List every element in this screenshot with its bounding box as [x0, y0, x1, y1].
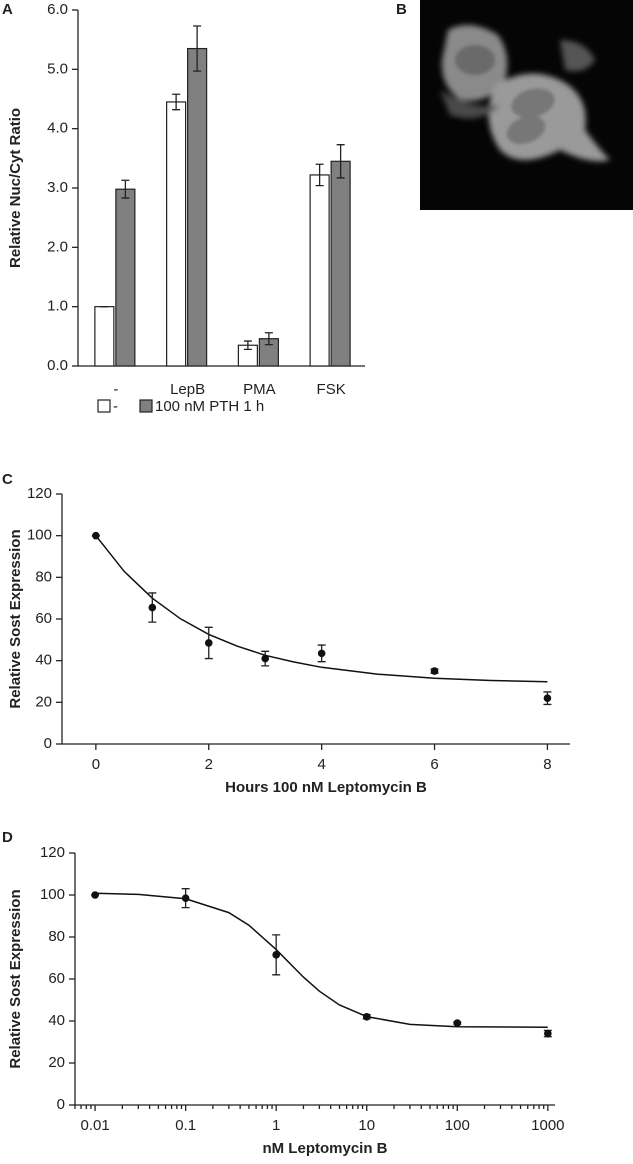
data-point — [148, 603, 157, 612]
error-bar — [121, 179, 130, 199]
x-tick-label: 0 — [92, 756, 100, 773]
error-bar — [172, 93, 181, 111]
y-tick-label: 80 — [35, 568, 52, 585]
y-tick-label: 40 — [35, 652, 52, 669]
data-point — [362, 1013, 371, 1021]
x-tick-label: - — [113, 381, 118, 398]
x-tick-label: FSK — [317, 381, 346, 398]
y-tick-label: 60 — [35, 610, 52, 627]
bar — [115, 188, 136, 367]
micrograph — [420, 0, 633, 210]
y-tick-label: 5.0 — [47, 60, 68, 77]
panel-label: C — [2, 471, 13, 488]
y-tick-label: 0.0 — [47, 357, 68, 374]
y-tick-label: 80 — [48, 928, 65, 945]
data-point — [317, 649, 326, 658]
y-axis-label: Relative Sost Expression — [7, 889, 24, 1068]
y-tick-label: 4.0 — [47, 120, 68, 137]
x-tick-label: 4 — [317, 756, 325, 773]
fit-curve — [95, 892, 548, 1029]
x-axis-label: nM Leptomycin B — [262, 1140, 387, 1157]
y-tick-label: 2.0 — [47, 238, 68, 255]
x-tick-label: 10 — [358, 1117, 375, 1134]
data-point — [543, 694, 552, 702]
y-tick-label: 120 — [40, 844, 65, 861]
error-bar — [193, 25, 202, 72]
data-point — [453, 1019, 462, 1027]
y-tick-label: 120 — [27, 485, 52, 502]
x-tick-label: 0.01 — [80, 1117, 109, 1134]
x-tick-label: 100 — [445, 1117, 470, 1134]
bar — [166, 101, 187, 367]
x-axis-label: Hours 100 nM Leptomycin B — [225, 779, 427, 796]
y-axis-label: Relative Nuc/Cyt Ratio — [7, 108, 24, 268]
legend-label: 100 nM PTH 1 h — [155, 398, 264, 415]
bar — [187, 47, 208, 367]
data-point — [92, 531, 100, 540]
x-tick-label: 8 — [543, 756, 551, 773]
y-tick-label: 6.0 — [47, 1, 68, 18]
y-tick-label: 60 — [48, 970, 65, 987]
y-tick-label: 20 — [35, 693, 52, 710]
y-tick-label: 100 — [40, 886, 65, 903]
data-point — [430, 667, 439, 675]
y-tick-label: 20 — [48, 1054, 65, 1071]
legend-label: - — [113, 398, 118, 415]
bar — [330, 160, 351, 367]
error-bar — [315, 163, 324, 187]
legend-swatch — [97, 399, 111, 413]
y-tick-label: 3.0 — [47, 179, 68, 196]
legend-swatch — [139, 399, 153, 413]
bar — [309, 174, 330, 367]
y-tick-label: 0 — [44, 735, 52, 752]
data-point — [204, 639, 213, 647]
data-point — [272, 951, 280, 959]
error-bar — [243, 340, 252, 351]
panel-label: D — [2, 829, 13, 846]
x-tick-label: 2 — [205, 756, 213, 773]
x-tick-label: LepB — [170, 381, 205, 398]
error-bar — [264, 332, 273, 346]
y-tick-label: 1.0 — [47, 298, 68, 315]
x-tick-label: 6 — [430, 756, 438, 773]
y-tick-label: 100 — [27, 527, 52, 544]
data-point — [181, 894, 190, 902]
panel-label: B — [396, 1, 407, 18]
panel-label: A — [2, 1, 13, 18]
y-tick-label: 0 — [57, 1096, 65, 1113]
error-bar — [336, 144, 345, 179]
x-tick-label: 1 — [272, 1117, 280, 1134]
x-tick-label: 1000 — [531, 1117, 564, 1134]
x-tick-label: 0.1 — [175, 1117, 196, 1134]
y-axis-label: Relative Sost Expression — [7, 529, 24, 708]
x-tick-label: PMA — [243, 381, 276, 398]
bar — [94, 306, 115, 367]
data-point — [261, 654, 270, 663]
y-tick-label: 40 — [48, 1012, 65, 1029]
data-point — [91, 891, 99, 899]
data-point — [544, 1029, 552, 1038]
